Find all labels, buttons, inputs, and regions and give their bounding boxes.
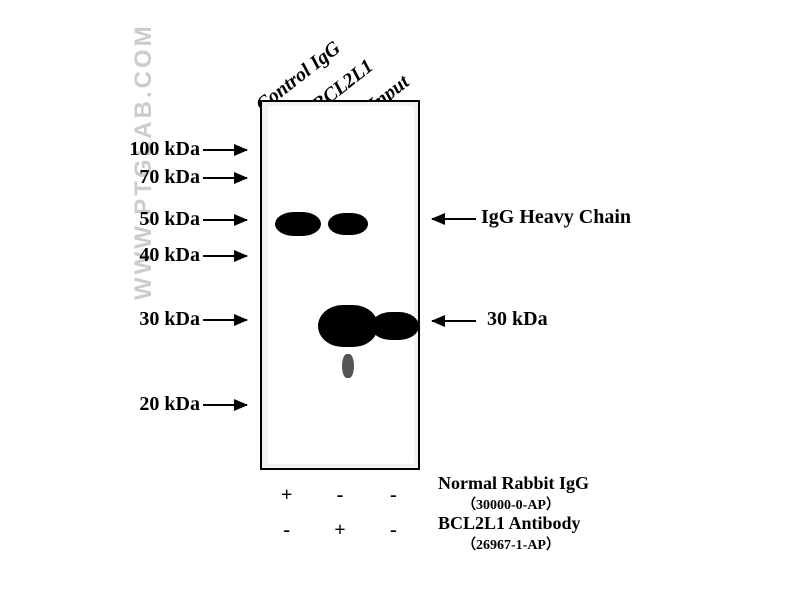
pm-label-normal-rabbit-igg: Normal Rabbit IgG （30000-0-AP）	[438, 474, 589, 514]
pm-r1c1: +	[281, 484, 292, 507]
pm-label-bcl2l1-antibody: BCL2L1 Antibody （26967-1-AP）	[438, 514, 581, 554]
mw-label-50: 50 kDa	[115, 208, 200, 231]
pm-r1c3: -	[390, 484, 397, 507]
pm-grid: + - - - + -	[260, 478, 420, 548]
mw-label-100: 100 kDa	[115, 138, 200, 161]
annot-label-igg-heavy: IgG Heavy Chain	[481, 206, 631, 229]
band-bcl2l1-lane2	[318, 305, 378, 347]
pm-label-row2-main: BCL2L1 Antibody	[438, 513, 581, 533]
pm-r2c2: +	[334, 519, 345, 542]
mw-arrow-20	[203, 404, 247, 406]
mw-label-20: 20 kDa	[115, 393, 200, 416]
mw-label-30: 30 kDa	[115, 308, 200, 331]
mw-arrow-70	[203, 177, 247, 179]
band-igg-heavy-lane1	[275, 212, 321, 236]
mw-arrow-40	[203, 255, 247, 257]
blot-frame	[260, 100, 420, 470]
band-bcl2l1-lane3	[371, 312, 419, 340]
pm-label-row1-main: Normal Rabbit IgG	[438, 473, 589, 493]
mw-label-40: 40 kDa	[115, 244, 200, 267]
pm-label-row1-sub: （30000-0-AP）	[438, 498, 560, 513]
pm-r2c3: -	[390, 519, 397, 542]
pm-label-row2-sub: （26967-1-AP）	[438, 538, 560, 553]
annot-arrow-igg-heavy	[432, 218, 476, 220]
annot-label-30kda: 30 kDa	[487, 308, 548, 331]
figure-canvas: WWW.PTGLAB.COM Control IgG BCL2L1 Input …	[0, 0, 800, 600]
band-igg-heavy-lane2	[328, 213, 368, 235]
pm-r1c2: -	[337, 484, 344, 507]
band-minor-lane2	[342, 354, 354, 378]
mw-label-70: 70 kDa	[115, 166, 200, 189]
mw-arrow-100	[203, 149, 247, 151]
blot-membrane	[268, 106, 414, 464]
mw-arrow-50	[203, 219, 247, 221]
annot-arrow-30kda	[432, 320, 476, 322]
pm-r2c1: -	[283, 519, 290, 542]
mw-arrow-30	[203, 319, 247, 321]
